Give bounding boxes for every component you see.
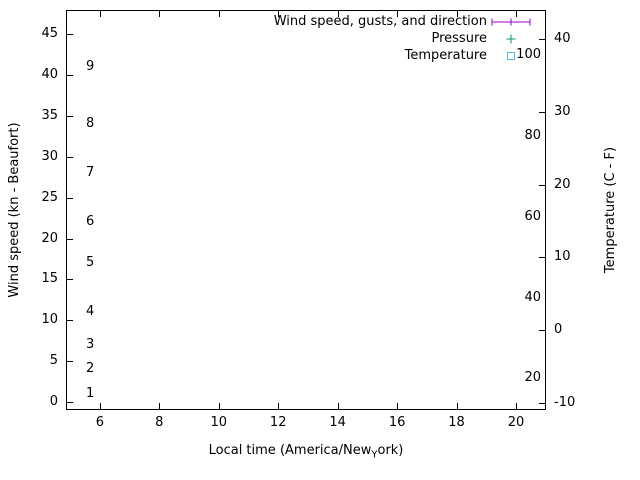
x-tick-label: 6 — [95, 415, 105, 430]
legend-label-pressure: Pressure — [431, 31, 487, 46]
y-right-tick-mark — [539, 39, 545, 40]
x-tick-label: 10 — [210, 415, 228, 430]
temperature-c-tick-label: 0 — [554, 322, 563, 337]
legend-entry-pressure: Pressure — [150, 31, 535, 47]
x-axis-title: Local time (America/NewYork) — [106, 443, 506, 461]
pressure-plus-marker-icon — [487, 31, 535, 47]
y-left-tick-mark — [67, 402, 73, 403]
y-left-tick-mark — [67, 116, 73, 117]
x-axis-title-text: Local time (America/New — [208, 443, 372, 458]
fahrenheit-scale-label: 100 — [516, 47, 541, 63]
temperature-c-tick-label: 40 — [554, 31, 571, 47]
wind-errorbar-marker-icon — [487, 14, 535, 30]
beaufort-scale-label: 1 — [86, 385, 95, 401]
x-tick-mark-bottom — [159, 403, 160, 409]
x-tick-mark-bottom — [338, 403, 339, 409]
x-tick-mark-top — [159, 11, 160, 17]
fahrenheit-scale-label: 60 — [524, 208, 541, 224]
x-tick-mark-top — [397, 11, 398, 17]
wind-speed-tick-label: 25 — [41, 189, 58, 205]
beaufort-scale-label: 2 — [86, 361, 95, 377]
x-tick-label: 14 — [329, 415, 346, 430]
y-left-tick-mark — [67, 157, 73, 158]
beaufort-scale-label: 4 — [86, 304, 95, 320]
x-tick-mark-bottom — [457, 403, 458, 409]
y-right-tick-mark — [539, 112, 545, 113]
legend-entry-temperature: Temperature — [150, 48, 535, 64]
wind-speed-tick-label: 10 — [41, 312, 58, 328]
x-tick-mark-bottom — [219, 403, 220, 409]
x-axis-title-text-end: ork) — [377, 443, 404, 458]
y-left-tick-mark — [67, 75, 73, 76]
legend-label-wind: Wind speed, gusts, and direction — [273, 14, 487, 29]
beaufort-scale-label: 9 — [86, 59, 95, 75]
wind-speed-tick-label: 5 — [49, 353, 58, 369]
beaufort-scale-label: 5 — [86, 255, 95, 271]
legend-entry-wind: Wind speed, gusts, and direction — [150, 14, 535, 30]
right-axis-title: Temperature (C - F) — [603, 146, 618, 274]
y-left-tick-mark — [67, 34, 73, 35]
beaufort-scale-label: 7 — [86, 165, 95, 181]
fahrenheit-scale-label: 20 — [524, 370, 541, 386]
x-tick-mark-bottom — [278, 403, 279, 409]
x-tick-label: 16 — [388, 415, 406, 430]
y-left-tick-mark — [67, 320, 73, 321]
y-left-tick-mark — [67, 279, 73, 280]
beaufort-scale-label: 8 — [86, 116, 95, 132]
legend-label-temperature: Temperature — [404, 48, 487, 63]
wind-speed-tick-label: 35 — [41, 108, 58, 124]
y-left-tick-mark — [67, 198, 73, 199]
x-tick-mark-bottom — [100, 403, 101, 409]
x-tick-mark-top — [338, 11, 339, 17]
wind-speed-tick-label: 45 — [41, 26, 58, 42]
wind-speed-tick-label: 20 — [41, 230, 58, 246]
beaufort-scale-label: 3 — [86, 336, 95, 352]
left-axis-title: Wind speed (kn - Beaufort) — [7, 122, 22, 298]
wind-speed-tick-label: 30 — [41, 148, 58, 164]
x-tick-mark-top — [100, 11, 101, 17]
y-right-tick-mark — [539, 403, 545, 404]
x-tick-mark-top — [219, 11, 220, 17]
y-right-tick-mark — [539, 330, 545, 331]
x-axis-title-subscript: Y — [371, 449, 378, 461]
wind-speed-tick-label: 15 — [41, 271, 58, 287]
x-tick-label: 18 — [448, 415, 465, 430]
x-tick-mark-top — [278, 11, 279, 17]
x-tick-label: 8 — [155, 415, 164, 430]
x-tick-mark-top — [516, 11, 517, 17]
wind-speed-tick-label: 40 — [41, 67, 58, 83]
temperature-square-marker-icon — [487, 48, 535, 64]
y-left-tick-mark — [67, 239, 73, 240]
y-right-tick-mark — [539, 257, 545, 258]
x-tick-label: 20 — [507, 415, 525, 430]
fahrenheit-scale-label: 40 — [524, 289, 541, 305]
x-tick-mark-bottom — [516, 403, 517, 409]
temperature-c-tick-label: 10 — [554, 249, 571, 265]
beaufort-scale-label: 6 — [86, 214, 95, 230]
temperature-c-tick-label: 20 — [554, 176, 571, 192]
x-tick-mark-top — [457, 11, 458, 17]
x-tick-mark-bottom — [397, 403, 398, 409]
temperature-c-tick-label: 30 — [554, 103, 571, 119]
y-left-tick-mark — [67, 361, 73, 362]
fahrenheit-scale-label: 80 — [524, 128, 541, 144]
y-right-tick-mark — [539, 185, 545, 186]
plot-area — [66, 10, 546, 410]
wind-speed-tick-label: 0 — [49, 393, 58, 409]
x-tick-label: 12 — [269, 415, 287, 430]
temperature-c-tick-label: -10 — [554, 394, 576, 410]
